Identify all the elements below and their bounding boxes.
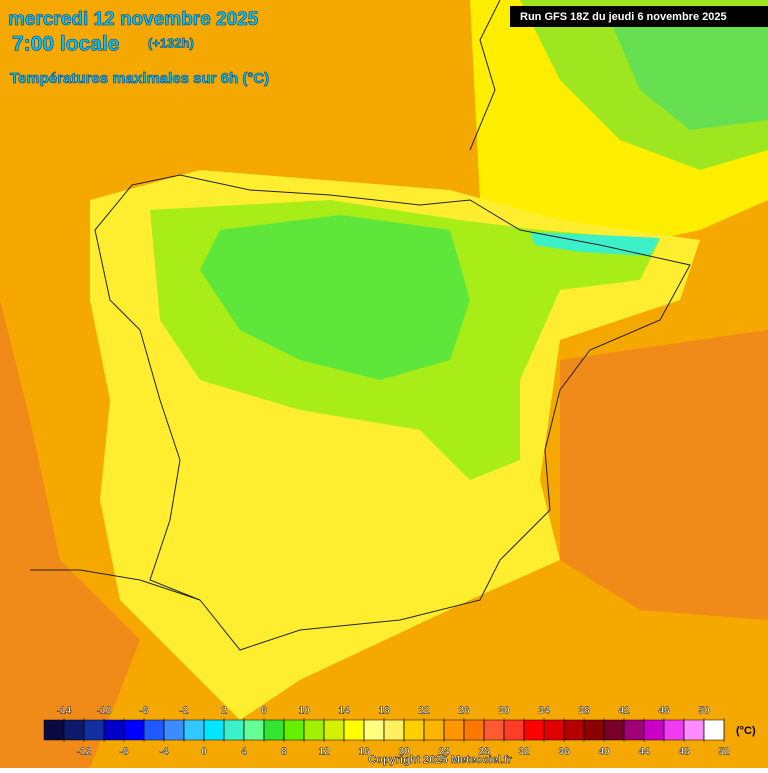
colorbar: -14-12-10-8-6-4-202468101214161820222426…	[43, 705, 730, 758]
colorbar-label: 6	[261, 706, 267, 717]
colorbar-label: 48	[678, 747, 690, 758]
colorbar-swatch	[43, 719, 65, 741]
colorbar-swatch	[363, 719, 385, 741]
warm-area	[560, 330, 768, 620]
colorbar-swatch	[183, 719, 205, 741]
colorbar-label: -10	[97, 706, 112, 717]
colorbar-label: 28	[478, 747, 490, 758]
coastline	[469, 0, 501, 151]
colorbar-swatch	[243, 719, 265, 741]
colorbar-label: 14	[338, 706, 350, 717]
colorbar-label: -12	[77, 747, 92, 758]
colorbar-label: -2	[180, 706, 189, 717]
colorbar-swatch	[523, 719, 545, 741]
time: 7:00 locale	[12, 33, 119, 56]
coastline	[94, 174, 691, 651]
colorbar-label: 42	[618, 706, 630, 717]
run-box	[510, 6, 768, 27]
colorbar-swatch	[563, 719, 585, 741]
colorbar-swatch	[283, 719, 305, 741]
colorbar-label: -8	[120, 747, 129, 758]
colorbar-label: 32	[518, 747, 530, 758]
colorbar-label: 18	[378, 706, 390, 717]
colorbar-label: 20	[398, 747, 410, 758]
colorbar-swatch	[123, 719, 145, 741]
colorbar-label: 16	[358, 747, 370, 758]
cold-area	[610, 20, 768, 130]
colorbar-label: -4	[160, 747, 169, 758]
colorbar-swatch	[383, 719, 405, 741]
lead-time: (+132h)	[148, 35, 194, 50]
colorbar-swatch	[503, 719, 525, 741]
parameter: Températures maximales sur 6h (°C)	[10, 70, 269, 87]
colorbar-label: 22	[418, 706, 430, 717]
colorbar-label: 46	[658, 706, 670, 717]
unit: (°C)	[736, 725, 756, 737]
colorbar-swatch	[343, 719, 365, 741]
colorbar-label: 44	[638, 747, 650, 758]
colorbar-swatch	[443, 719, 465, 741]
colorbar-label: 36	[558, 747, 570, 758]
colorbar-label: 34	[538, 706, 550, 717]
colorbar-swatch	[63, 719, 85, 741]
colorbar-swatch	[543, 719, 565, 741]
warm-area	[0, 300, 140, 768]
colorbar-label: 50	[698, 706, 710, 717]
colorbar-label: 24	[438, 747, 450, 758]
colorbar-swatch	[663, 719, 685, 741]
colorbar-swatch	[263, 719, 285, 741]
colorbar-swatch	[303, 719, 325, 741]
colorbar-swatch	[143, 719, 165, 741]
colorbar-label: 12	[318, 747, 330, 758]
run-label: Run GFS 18Z du jeudi 6 novembre 2025	[520, 11, 727, 23]
colorbar-swatch	[203, 719, 225, 741]
colorbar-swatch	[483, 719, 505, 741]
colorbar-swatch	[323, 719, 345, 741]
colorbar-swatch	[583, 719, 605, 741]
date: mercredi 12 novembre 2025	[8, 9, 259, 30]
colorbar-label: 10	[298, 706, 310, 717]
coastline	[30, 569, 201, 601]
colorbar-swatch	[103, 719, 125, 741]
cold-area	[200, 215, 470, 380]
colorbar-label: 0	[201, 747, 207, 758]
colorbar-label: 4	[241, 747, 247, 758]
colorbar-label: 2	[221, 706, 227, 717]
colorbar-label: -6	[140, 706, 149, 717]
colorbar-label: 8	[281, 747, 287, 758]
colorbar-swatch	[83, 719, 105, 741]
colorbar-swatch	[683, 719, 705, 741]
colorbar-swatch	[163, 719, 185, 741]
colorbar-swatch	[463, 719, 485, 741]
colorbar-swatch	[603, 719, 625, 741]
colorbar-label: -14	[57, 706, 72, 717]
colorbar-swatch	[403, 719, 425, 741]
colorbar-swatch	[643, 719, 665, 741]
colorbar-swatch	[703, 719, 725, 741]
colorbar-label: 26	[458, 706, 470, 717]
colorbar-swatch	[623, 719, 645, 741]
colorbar-label: 30	[498, 706, 510, 717]
colorbar-label: 38	[578, 706, 590, 717]
colorbar-label: 52	[718, 747, 730, 758]
colorbar-swatch	[423, 719, 445, 741]
copyright: Copyright 2025 Meteociel.fr	[368, 754, 512, 766]
colorbar-label: 40	[598, 747, 610, 758]
colorbar-swatch	[223, 719, 245, 741]
